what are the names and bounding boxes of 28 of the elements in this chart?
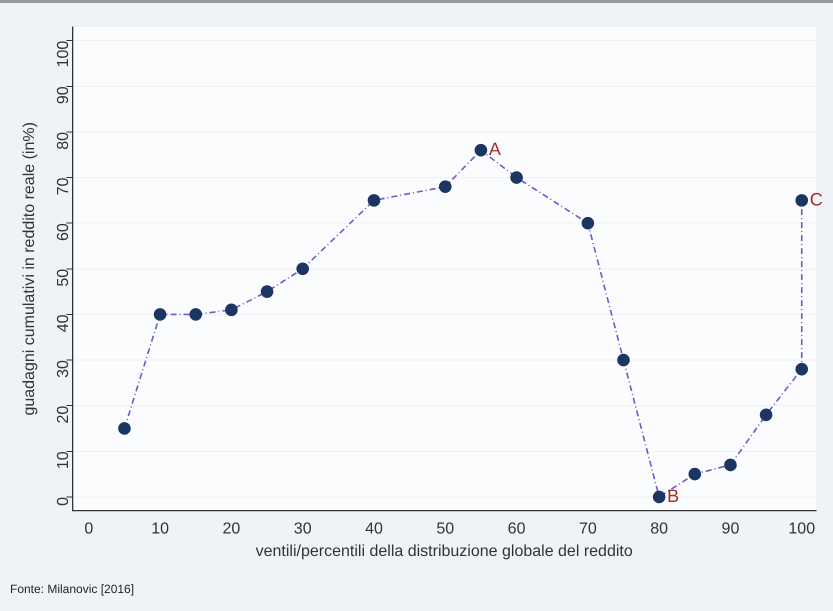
y-tick-label: 30 xyxy=(54,360,72,378)
y-axis-title: guadagni cumulativi in reddito reale (in%) xyxy=(21,122,38,416)
x-tick-label: 70 xyxy=(578,520,597,538)
x-tick-label: 60 xyxy=(508,520,526,538)
x-tick-label: 10 xyxy=(151,520,170,538)
y-tick-label: 40 xyxy=(54,314,72,332)
y-tick-label: 10 xyxy=(54,451,72,470)
y-tick-label: 60 xyxy=(54,223,72,241)
y-tick-label: 80 xyxy=(54,132,72,150)
y-tick-label: 0 xyxy=(54,496,72,506)
y-tick-label: 50 xyxy=(54,268,72,287)
y-tick-label: 70 xyxy=(54,177,72,196)
x-tick-label: 100 xyxy=(788,520,816,538)
x-tick-label: 50 xyxy=(436,520,454,538)
x-tick-label: 30 xyxy=(294,520,312,538)
x-tick-label: 90 xyxy=(722,520,740,538)
x-tick-label: 80 xyxy=(650,520,668,538)
y-tick-label: 90 xyxy=(54,86,72,104)
y-tick-label: 100 xyxy=(54,40,72,68)
x-tick-label: 20 xyxy=(222,520,240,538)
x-tick-label: 0 xyxy=(84,520,94,538)
source-note: Fonte: Milanovic [2016] xyxy=(10,582,134,596)
annotation: C xyxy=(810,189,823,210)
annotation: B xyxy=(667,486,680,506)
x-tick-label: 40 xyxy=(365,520,383,538)
y-tick-label: 20 xyxy=(54,406,72,424)
x-axis-title: ventili/percentili della distribuzione globale del reddito xyxy=(256,542,633,560)
annotation: A xyxy=(488,139,501,160)
